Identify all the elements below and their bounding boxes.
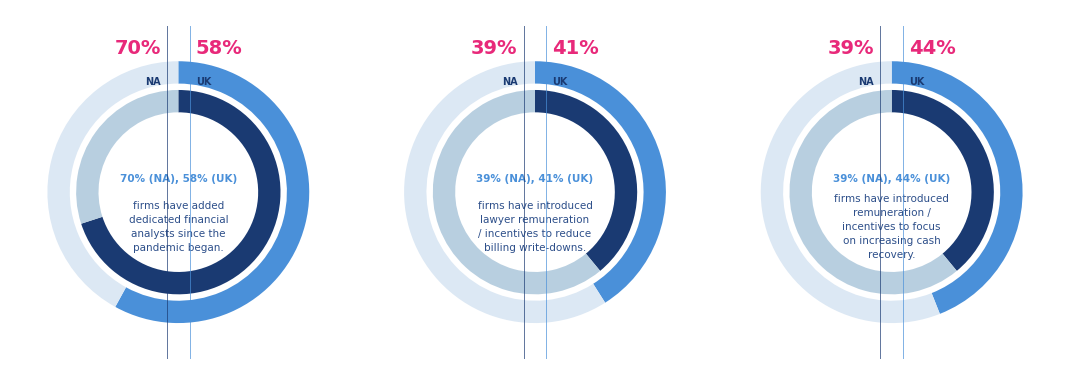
Text: UK: UK <box>552 77 568 87</box>
Wedge shape <box>433 90 600 294</box>
Wedge shape <box>116 61 309 323</box>
Text: 58%: 58% <box>196 39 243 58</box>
Text: UK: UK <box>196 77 211 87</box>
Wedge shape <box>535 90 637 271</box>
Text: NA: NA <box>858 77 874 87</box>
Text: firms have added
dedicated financial
analysts since the
pandemic began.: firms have added dedicated financial ana… <box>128 201 228 253</box>
Text: 39%: 39% <box>471 39 518 58</box>
Text: firms have introduced
remuneration /
incentives to focus
on increasing cash
reco: firms have introduced remuneration / inc… <box>835 194 949 260</box>
Text: 70%: 70% <box>114 39 160 58</box>
Text: firms have introduced
lawyer remuneration
/ incentives to reduce
billing write-d: firms have introduced lawyer remuneratio… <box>477 201 593 253</box>
Text: 39%: 39% <box>827 39 874 58</box>
Text: 41%: 41% <box>552 39 599 58</box>
Text: NA: NA <box>146 77 160 87</box>
Text: 39% (NA), 41% (UK): 39% (NA), 41% (UK) <box>476 174 594 184</box>
Text: NA: NA <box>502 77 518 87</box>
Wedge shape <box>81 90 280 294</box>
Wedge shape <box>790 90 957 294</box>
Wedge shape <box>891 90 994 271</box>
Wedge shape <box>47 61 179 307</box>
Text: 39% (NA), 44% (UK): 39% (NA), 44% (UK) <box>834 174 950 184</box>
Text: UK: UK <box>910 77 924 87</box>
Text: 70% (NA), 58% (UK): 70% (NA), 58% (UK) <box>120 174 236 184</box>
Wedge shape <box>761 61 939 323</box>
Wedge shape <box>404 61 606 323</box>
Wedge shape <box>535 61 666 303</box>
Wedge shape <box>891 61 1023 314</box>
Text: 44%: 44% <box>910 39 956 58</box>
Wedge shape <box>76 90 179 224</box>
